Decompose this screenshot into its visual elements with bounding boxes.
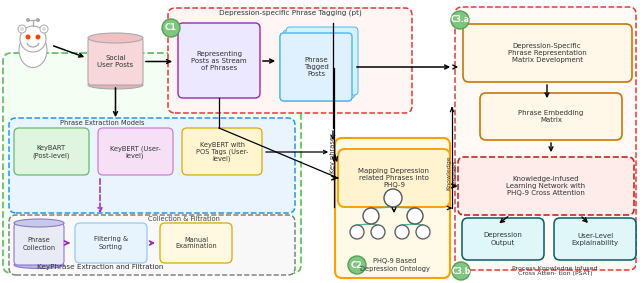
FancyBboxPatch shape — [88, 38, 143, 85]
Circle shape — [18, 25, 26, 33]
FancyBboxPatch shape — [280, 33, 352, 101]
Text: Manual
Examination: Manual Examination — [175, 237, 217, 250]
Circle shape — [36, 18, 40, 22]
Circle shape — [20, 26, 46, 52]
Text: Depression
Output: Depression Output — [484, 233, 522, 245]
Text: PHQ-9 Based
Depression Ontology: PHQ-9 Based Depression Ontology — [360, 258, 430, 271]
Circle shape — [384, 189, 402, 207]
Circle shape — [363, 208, 379, 224]
FancyBboxPatch shape — [14, 223, 64, 265]
Circle shape — [395, 225, 409, 239]
Circle shape — [350, 225, 364, 239]
Text: KeyBERT with
POS Tags (User-
level): KeyBERT with POS Tags (User- level) — [196, 142, 248, 162]
FancyBboxPatch shape — [458, 157, 634, 215]
FancyBboxPatch shape — [455, 7, 636, 270]
Circle shape — [40, 25, 48, 33]
Text: Phrase
Collection: Phrase Collection — [22, 237, 56, 250]
Ellipse shape — [14, 261, 64, 269]
Text: Knowledge
Infusion: Knowledge Infusion — [447, 156, 458, 190]
FancyBboxPatch shape — [75, 223, 147, 263]
FancyBboxPatch shape — [280, 33, 352, 101]
Text: C2: C2 — [351, 260, 363, 269]
Text: User-Level
Explainability: User-Level Explainability — [572, 233, 619, 245]
Text: Representing
Posts as Stream
of Phrases: Representing Posts as Stream of Phrases — [191, 51, 247, 71]
Text: Knowledge-infused
Learning Network with
PHQ-9 Cross Attention: Knowledge-infused Learning Network with … — [506, 176, 586, 196]
Ellipse shape — [88, 81, 143, 89]
Text: Social
User Posts: Social User Posts — [97, 55, 134, 68]
Circle shape — [416, 225, 430, 239]
Circle shape — [35, 35, 40, 40]
FancyBboxPatch shape — [462, 218, 544, 260]
FancyBboxPatch shape — [178, 23, 260, 98]
Text: Process Knowledge Infused
Cross Atten- tion (PSAT): Process Knowledge Infused Cross Atten- t… — [512, 266, 598, 276]
Circle shape — [348, 256, 366, 274]
Text: Phrase Embedding
Matrix: Phrase Embedding Matrix — [518, 110, 584, 123]
FancyBboxPatch shape — [283, 30, 355, 98]
FancyBboxPatch shape — [168, 8, 412, 113]
FancyBboxPatch shape — [554, 218, 636, 260]
Text: Phrase Extraction Models: Phrase Extraction Models — [60, 120, 145, 126]
Circle shape — [452, 262, 470, 280]
Text: Depression-Specific
Phrase Representation
Matrix Development: Depression-Specific Phrase Representatio… — [508, 43, 586, 63]
FancyBboxPatch shape — [9, 118, 295, 213]
Circle shape — [162, 19, 180, 37]
Text: KeyPhrase Extraction and Filtration: KeyPhrase Extraction and Filtration — [37, 264, 163, 270]
FancyBboxPatch shape — [182, 128, 262, 175]
Text: C1: C1 — [165, 23, 177, 33]
FancyBboxPatch shape — [3, 53, 301, 273]
Ellipse shape — [14, 219, 64, 227]
Circle shape — [26, 35, 31, 40]
Text: Mapping Depression
related Phrases into
PHQ-9: Mapping Depression related Phrases into … — [358, 168, 429, 188]
Text: KeyBERT (User-
level): KeyBERT (User- level) — [109, 145, 161, 159]
Ellipse shape — [19, 33, 47, 68]
FancyBboxPatch shape — [14, 128, 89, 175]
FancyBboxPatch shape — [98, 128, 173, 175]
Circle shape — [20, 27, 24, 31]
Text: C3.a: C3.a — [451, 16, 470, 25]
Text: C3.b: C3.b — [451, 267, 470, 275]
FancyBboxPatch shape — [160, 223, 232, 263]
Circle shape — [26, 18, 30, 22]
Circle shape — [407, 208, 423, 224]
FancyBboxPatch shape — [286, 27, 358, 95]
Text: Depression-specific Phrase Tagging (pt): Depression-specific Phrase Tagging (pt) — [219, 10, 362, 16]
FancyBboxPatch shape — [338, 149, 450, 207]
Text: Filtering &
Sorting: Filtering & Sorting — [94, 237, 128, 250]
Text: Phrase
Tagged
Posts: Phrase Tagged Posts — [303, 57, 328, 77]
Text: KeyBART
(Post-level): KeyBART (Post-level) — [32, 145, 70, 159]
FancyBboxPatch shape — [9, 215, 295, 275]
Circle shape — [451, 11, 469, 29]
Text: Key phrases: Key phrases — [330, 133, 336, 173]
Circle shape — [371, 225, 385, 239]
FancyBboxPatch shape — [335, 138, 450, 278]
Ellipse shape — [88, 33, 143, 43]
Text: Collection & Filtration: Collection & Filtration — [148, 216, 220, 222]
FancyBboxPatch shape — [480, 93, 622, 140]
FancyBboxPatch shape — [463, 24, 632, 82]
Circle shape — [42, 27, 46, 31]
